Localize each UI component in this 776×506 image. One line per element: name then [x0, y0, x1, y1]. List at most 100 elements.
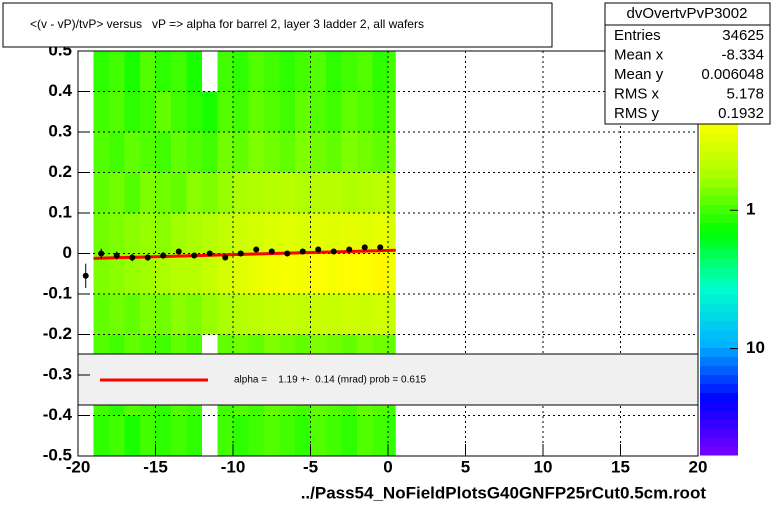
heat-cell — [279, 294, 295, 335]
heat-cell — [264, 294, 280, 335]
heat-cell — [124, 415, 140, 456]
heat-cell — [217, 132, 233, 173]
colorbar-cell — [700, 159, 738, 170]
heat-cell — [124, 91, 140, 132]
heat-cell — [155, 253, 171, 294]
heat-cell — [341, 294, 357, 335]
profile-point — [98, 250, 105, 257]
overlay: alpha = 1.19 +- 0.14 (mrad) prob = 0.615 — [77, 244, 699, 406]
heat-cell — [171, 253, 187, 294]
heat-cell — [264, 51, 280, 92]
heat-cell — [264, 253, 280, 294]
heat-cell — [171, 172, 187, 213]
stats-value: -8.334 — [721, 46, 764, 63]
heat-cell — [155, 172, 171, 213]
heat-cell — [279, 253, 295, 294]
heat-cell — [295, 91, 311, 132]
stats-box — [604, 2, 771, 125]
heat-cell — [248, 213, 264, 254]
heat-cell — [109, 91, 125, 132]
axes: -20 -15 -10 -5 0 5 10 15 20-0.5-0.4-0.3-0.2-0.10… — [2, 2, 771, 502]
heat-cell — [388, 294, 396, 335]
heat-cell — [295, 51, 311, 92]
colorbar-cell — [700, 383, 738, 393]
heat-cell — [341, 213, 357, 254]
heat-cell — [186, 213, 202, 254]
title-box — [2, 2, 553, 48]
profile-point — [237, 250, 244, 257]
heat-cell — [171, 213, 187, 254]
heat-cell — [372, 415, 388, 456]
profile-point — [144, 254, 151, 261]
heat-cell — [357, 415, 373, 456]
heat-cell — [388, 213, 396, 254]
heat-cell — [93, 253, 109, 294]
colorbar-cell — [700, 410, 738, 420]
x-tick-label: -10 — [221, 457, 246, 476]
heat-cell — [186, 253, 202, 294]
heat-cell — [109, 294, 125, 335]
colorbar-cell — [700, 338, 738, 349]
stats-value: 34625 — [722, 27, 764, 44]
y-tick-label: -0.2 — [43, 324, 72, 343]
z-tick-label: 1 — [746, 200, 755, 219]
heat-cell — [155, 415, 171, 456]
x-tick-label: 5 — [461, 457, 470, 476]
heat-cell — [341, 91, 357, 132]
colorbar-cell — [700, 285, 738, 295]
colorbar-cell — [700, 124, 738, 134]
heat-cell — [171, 294, 187, 335]
heat-cell — [310, 415, 326, 456]
colorbar-cell — [700, 177, 738, 188]
heat-cell — [279, 132, 295, 173]
heat-cell — [140, 132, 156, 173]
profile-point — [361, 244, 368, 251]
stats-label: RMS y — [614, 105, 660, 122]
y-tick-label: -0.5 — [43, 445, 72, 464]
heat-cell — [388, 253, 396, 294]
heat-cell — [279, 213, 295, 254]
y-tick-label: 0.3 — [48, 121, 72, 140]
profile-point — [175, 248, 182, 255]
heat-cell — [186, 91, 202, 132]
profile-point — [346, 246, 353, 253]
heat-cell — [109, 132, 125, 173]
heat-cell — [140, 415, 156, 456]
profile-point — [222, 254, 229, 261]
heat-cell — [326, 172, 342, 213]
heat-cell — [186, 51, 202, 92]
colorbar-cell — [700, 267, 738, 277]
heat-cell — [357, 253, 373, 294]
heat-cell — [264, 213, 280, 254]
heat-cell — [109, 253, 125, 294]
profile-point — [253, 246, 260, 253]
profile-point — [330, 248, 337, 255]
colorbar-cell — [700, 213, 738, 224]
heat-cell — [140, 294, 156, 335]
heat-cell — [155, 294, 171, 335]
heat-cell — [388, 132, 396, 173]
heat-cell — [388, 51, 396, 92]
heat-cell — [341, 253, 357, 294]
heat-cell — [295, 132, 311, 173]
profile-point — [315, 246, 322, 253]
colorbar-cell — [700, 294, 738, 304]
heat-cell — [248, 91, 264, 132]
colorbar-cell — [700, 374, 738, 384]
heat-cell — [186, 294, 202, 335]
heat-cell — [93, 51, 109, 92]
heat-cell — [109, 51, 125, 92]
heat-cell — [341, 51, 357, 92]
heat-cell — [357, 294, 373, 335]
heat-cell — [248, 172, 264, 213]
heat-cell — [248, 51, 264, 92]
heat-cell — [155, 51, 171, 92]
heat-cell — [202, 213, 218, 254]
heat-cell — [202, 91, 218, 132]
profile-point — [377, 244, 384, 251]
heat-cell — [310, 172, 326, 213]
colorbar-cell — [700, 365, 738, 376]
heat-cell — [248, 253, 264, 294]
y-tick-label: -0.4 — [43, 405, 73, 424]
colorbar-cell — [700, 231, 738, 241]
